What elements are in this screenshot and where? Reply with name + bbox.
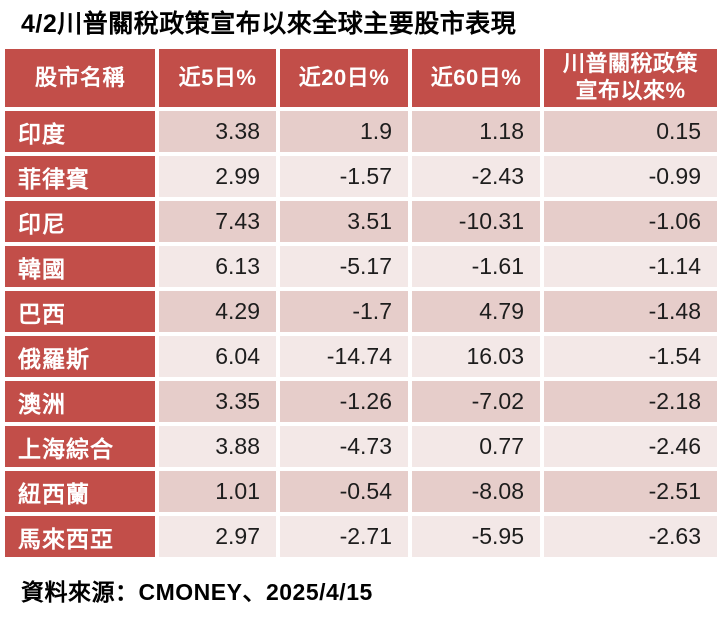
value-cell-60day: -2.43 bbox=[412, 156, 540, 198]
value-cell-since: -1.54 bbox=[544, 336, 717, 378]
table-row: 馬來西亞 2.97 -2.71 -5.95 -2.63 bbox=[5, 516, 717, 558]
value-cell-since: -1.48 bbox=[544, 291, 717, 333]
value-cell-60day: -8.08 bbox=[412, 471, 540, 513]
value-cell-20day: -5.17 bbox=[280, 246, 408, 288]
page-title: 4/2川普關稅政策宣布以來全球主要股市表現 bbox=[21, 10, 517, 38]
value-cell-20day: -4.73 bbox=[280, 426, 408, 468]
table-row: 韓國 6.13 -5.17 -1.61 -1.14 bbox=[5, 246, 717, 288]
table-row: 上海綜合 3.88 -4.73 0.77 -2.46 bbox=[5, 426, 717, 468]
header-20day: 近20日% bbox=[280, 49, 408, 108]
value-cell-5day: 2.99 bbox=[159, 156, 276, 198]
header-60day: 近60日% bbox=[412, 49, 540, 108]
value-cell-since: 0.15 bbox=[544, 111, 717, 153]
value-cell-60day: 16.03 bbox=[412, 336, 540, 378]
value-cell-20day: 1.9 bbox=[280, 111, 408, 153]
market-performance-table: 股市名稱 近5日% 近20日% 近60日% 川普關稅政策 宣布以來% 印度 3.… bbox=[1, 45, 721, 561]
table-row: 印度 3.38 1.9 1.18 0.15 bbox=[5, 111, 717, 153]
value-cell-5day: 6.04 bbox=[159, 336, 276, 378]
value-cell-20day: -1.57 bbox=[280, 156, 408, 198]
header-since-announcement: 川普關稅政策 宣布以來% bbox=[544, 49, 717, 108]
table-row: 澳洲 3.35 -1.26 -7.02 -2.18 bbox=[5, 381, 717, 423]
value-cell-since: -1.06 bbox=[544, 201, 717, 243]
data-source-note: 資料來源：CMONEY、2025/4/15 bbox=[21, 579, 373, 606]
table-row: 俄羅斯 6.04 -14.74 16.03 -1.54 bbox=[5, 336, 717, 378]
value-cell-5day: 1.01 bbox=[159, 471, 276, 513]
value-cell-20day: -1.26 bbox=[280, 381, 408, 423]
value-cell-60day: 1.18 bbox=[412, 111, 540, 153]
value-cell-20day: -2.71 bbox=[280, 516, 408, 558]
value-cell-5day: 3.88 bbox=[159, 426, 276, 468]
value-cell-since: -0.99 bbox=[544, 156, 717, 198]
table-row: 菲律賓 2.99 -1.57 -2.43 -0.99 bbox=[5, 156, 717, 198]
value-cell-5day: 3.38 bbox=[159, 111, 276, 153]
value-cell-20day: -14.74 bbox=[280, 336, 408, 378]
market-name-cell: 印尼 bbox=[5, 201, 155, 243]
value-cell-5day: 3.35 bbox=[159, 381, 276, 423]
table-row: 巴西 4.29 -1.7 4.79 -1.48 bbox=[5, 291, 717, 333]
market-name-cell: 馬來西亞 bbox=[5, 516, 155, 558]
market-name-cell: 巴西 bbox=[5, 291, 155, 333]
value-cell-since: -2.18 bbox=[544, 381, 717, 423]
table-row: 印尼 7.43 3.51 -10.31 -1.06 bbox=[5, 201, 717, 243]
value-cell-5day: 4.29 bbox=[159, 291, 276, 333]
value-cell-60day: -10.31 bbox=[412, 201, 540, 243]
value-cell-20day: 3.51 bbox=[280, 201, 408, 243]
market-name-cell: 印度 bbox=[5, 111, 155, 153]
market-name-cell: 澳洲 bbox=[5, 381, 155, 423]
table-header-row: 股市名稱 近5日% 近20日% 近60日% 川普關稅政策 宣布以來% bbox=[5, 49, 717, 108]
value-cell-60day: -5.95 bbox=[412, 516, 540, 558]
market-name-cell: 紐西蘭 bbox=[5, 471, 155, 513]
value-cell-5day: 2.97 bbox=[159, 516, 276, 558]
market-name-cell: 俄羅斯 bbox=[5, 336, 155, 378]
value-cell-since: -2.63 bbox=[544, 516, 717, 558]
value-cell-since: -2.51 bbox=[544, 471, 717, 513]
header-5day: 近5日% bbox=[159, 49, 276, 108]
market-name-cell: 菲律賓 bbox=[5, 156, 155, 198]
market-name-cell: 韓國 bbox=[5, 246, 155, 288]
value-cell-20day: -1.7 bbox=[280, 291, 408, 333]
value-cell-60day: -1.61 bbox=[412, 246, 540, 288]
value-cell-60day: 0.77 bbox=[412, 426, 540, 468]
value-cell-since: -1.14 bbox=[544, 246, 717, 288]
value-cell-5day: 6.13 bbox=[159, 246, 276, 288]
value-cell-5day: 7.43 bbox=[159, 201, 276, 243]
page: 4/2川普關稅政策宣布以來全球主要股市表現 股市名稱 近5日% 近20日% 近6… bbox=[1, 10, 721, 606]
value-cell-since: -2.46 bbox=[544, 426, 717, 468]
value-cell-60day: 4.79 bbox=[412, 291, 540, 333]
value-cell-20day: -0.54 bbox=[280, 471, 408, 513]
header-market-name: 股市名稱 bbox=[5, 49, 155, 108]
value-cell-60day: -7.02 bbox=[412, 381, 540, 423]
table-row: 紐西蘭 1.01 -0.54 -8.08 -2.51 bbox=[5, 471, 717, 513]
market-name-cell: 上海綜合 bbox=[5, 426, 155, 468]
